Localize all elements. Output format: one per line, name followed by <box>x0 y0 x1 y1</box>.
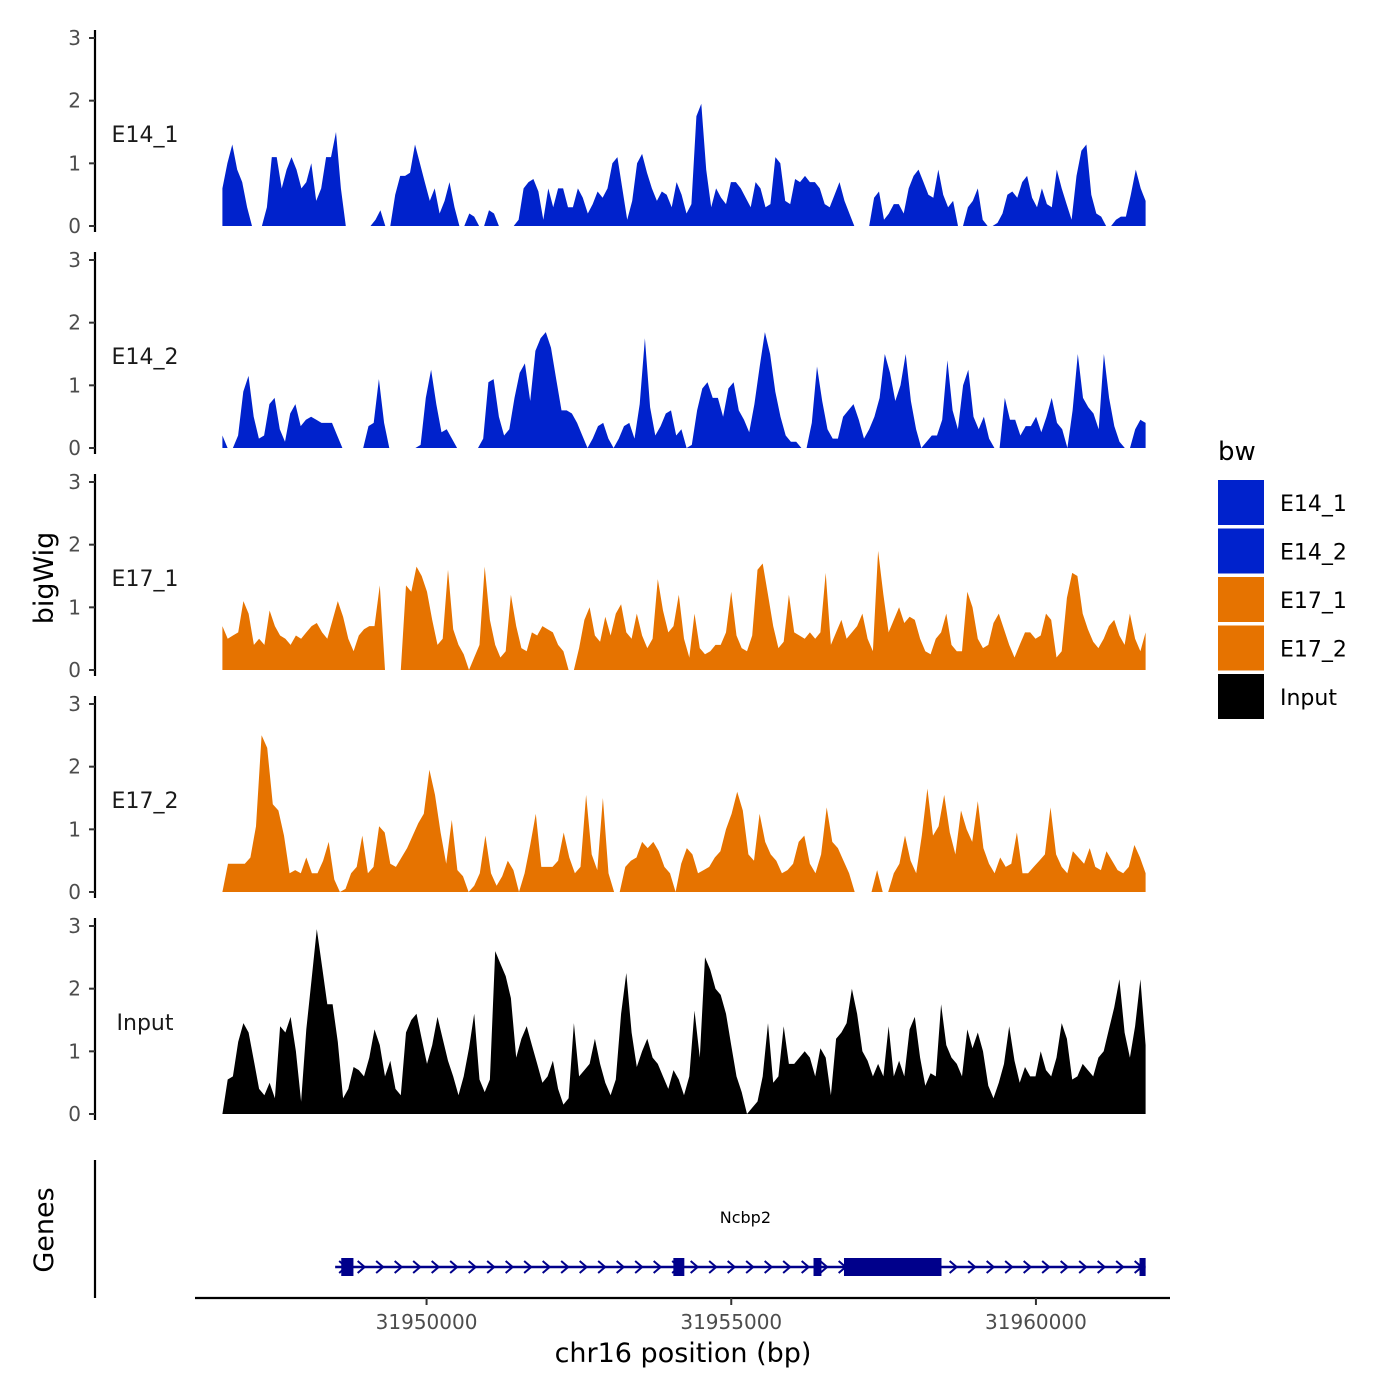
genes-panel: Ncbp2 <box>93 1160 1146 1298</box>
strand-arrow <box>1060 1260 1070 1274</box>
strand-arrow <box>949 1260 959 1274</box>
y-tick-label: 0 <box>68 1102 81 1126</box>
strand-arrow <box>560 1260 570 1274</box>
series-area-E17_2 <box>222 735 1146 892</box>
y-tick-label: 3 <box>68 26 81 50</box>
y-tick-label: 0 <box>68 214 81 238</box>
legend-title: bw <box>1218 437 1256 467</box>
track-label-E17_1: E17_1 <box>112 567 179 592</box>
strand-arrow <box>1023 1260 1033 1274</box>
strand-arrow <box>357 1260 367 1274</box>
y-tick-label: 0 <box>68 436 81 460</box>
track-E17_1: 0 1 2 3 E17_1 <box>68 470 1146 682</box>
x-tick-label: 31960000 <box>985 1310 1087 1334</box>
strand-arrow <box>1115 1260 1125 1274</box>
strand-arrow <box>542 1260 552 1274</box>
legend: bw E14_1 E14_2 E17_1 E17_2 Input <box>1218 437 1347 719</box>
y-tick-label: 2 <box>68 977 81 1001</box>
legend-label-E14_2: E14_2 <box>1280 541 1347 566</box>
track-label-E14_1: E14_1 <box>112 123 179 148</box>
strand-arrow <box>597 1260 607 1274</box>
legend-swatch-E17_2 <box>1218 625 1264 671</box>
legend-swatch-E14_1 <box>1218 480 1264 525</box>
y-tick-label: 1 <box>68 817 81 841</box>
gene-name-label: Ncbp2 <box>720 1208 771 1227</box>
strand-arrow <box>819 1260 829 1274</box>
legend-swatch-Input <box>1218 674 1264 719</box>
strand-arrow <box>579 1260 589 1274</box>
y-tick-label: 3 <box>68 692 81 716</box>
gene-exon <box>673 1258 685 1276</box>
track-label-Input: Input <box>117 1011 174 1036</box>
x-axis-title: chr16 position (bp) <box>555 1338 812 1369</box>
gene-exon <box>843 1258 942 1276</box>
y-tick-label: 1 <box>68 1039 81 1063</box>
strand-arrow <box>634 1260 644 1274</box>
strand-arrow <box>431 1260 441 1274</box>
y-tick-label: 1 <box>68 595 81 619</box>
y-tick-label: 2 <box>68 89 81 113</box>
track-E14_2: 0 1 2 3 E14_2 <box>68 248 1146 460</box>
track-E14_1: 0 1 2 3 E14_1 <box>68 26 1146 238</box>
legend-label-E14_1: E14_1 <box>1280 492 1347 517</box>
strand-arrow <box>375 1260 385 1274</box>
y-tick-label: 0 <box>68 658 81 682</box>
track-Input: 0 1 2 3 Input <box>68 914 1146 1126</box>
x-tick-label: 31955000 <box>680 1310 782 1334</box>
y-tick-label: 3 <box>68 248 81 272</box>
track-label-E14_2: E14_2 <box>112 345 179 370</box>
legend-label-E17_1: E17_1 <box>1280 589 1347 614</box>
x-axis: 31950000 31955000 31960000 <box>195 1296 1170 1334</box>
strand-arrow <box>653 1260 663 1274</box>
strand-arrow <box>1004 1260 1014 1274</box>
strand-arrow <box>986 1260 996 1274</box>
strand-arrow <box>486 1260 496 1274</box>
strand-arrow <box>412 1260 422 1274</box>
track-label-E17_2: E17_2 <box>112 789 179 814</box>
strand-arrow <box>449 1260 459 1274</box>
y-axis-title: bigWig <box>29 532 60 625</box>
legend-swatch-E17_1 <box>1218 577 1264 622</box>
y-tick-label: 3 <box>68 914 81 938</box>
y-tick-label: 1 <box>68 373 81 397</box>
track-E17_2: 0 1 2 3 E17_2 <box>68 692 1146 904</box>
strand-arrow <box>764 1260 774 1274</box>
y-tick-label: 2 <box>68 755 81 779</box>
y-tick-label: 2 <box>68 311 81 335</box>
bigwig-tracks: 0 1 2 3 E14_1 0 1 2 3 E14_2 0 1 2 3 E17_1 0 1 2 3 E17_2 0 1 2 3… <box>68 26 1146 1126</box>
genes-panel-title: Genes <box>29 1187 60 1272</box>
series-area-Input <box>222 929 1146 1114</box>
strand-arrow <box>801 1260 811 1274</box>
gene-exon <box>1139 1258 1146 1276</box>
legend-label-E17_2: E17_2 <box>1280 638 1347 663</box>
series-area-E14_2 <box>222 332 1146 448</box>
y-tick-label: 2 <box>68 533 81 557</box>
y-tick-label: 3 <box>68 470 81 494</box>
strand-arrow <box>616 1260 626 1274</box>
series-area-E17_1 <box>222 550 1146 670</box>
strand-arrow <box>708 1260 718 1274</box>
gene-exon <box>341 1258 354 1276</box>
strand-arrow <box>690 1260 700 1274</box>
series-area-E14_1 <box>222 103 1146 226</box>
strand-arrow <box>782 1260 792 1274</box>
y-tick-label: 1 <box>68 151 81 175</box>
legend-swatch-E14_2 <box>1218 528 1264 574</box>
x-tick-label: 31950000 <box>376 1310 478 1334</box>
legend-label-Input: Input <box>1280 686 1337 711</box>
strand-arrow <box>967 1260 977 1274</box>
strand-arrow <box>1041 1260 1051 1274</box>
strand-arrow <box>1097 1260 1107 1274</box>
y-tick-label: 0 <box>68 880 81 904</box>
strand-arrow <box>523 1260 533 1274</box>
strand-arrow <box>468 1260 478 1274</box>
strand-arrow <box>745 1260 755 1274</box>
gene-exon <box>813 1258 822 1276</box>
strand-arrow <box>1078 1260 1088 1274</box>
strand-arrow <box>394 1260 404 1274</box>
strand-arrow <box>727 1260 737 1274</box>
strand-arrow <box>505 1260 515 1274</box>
